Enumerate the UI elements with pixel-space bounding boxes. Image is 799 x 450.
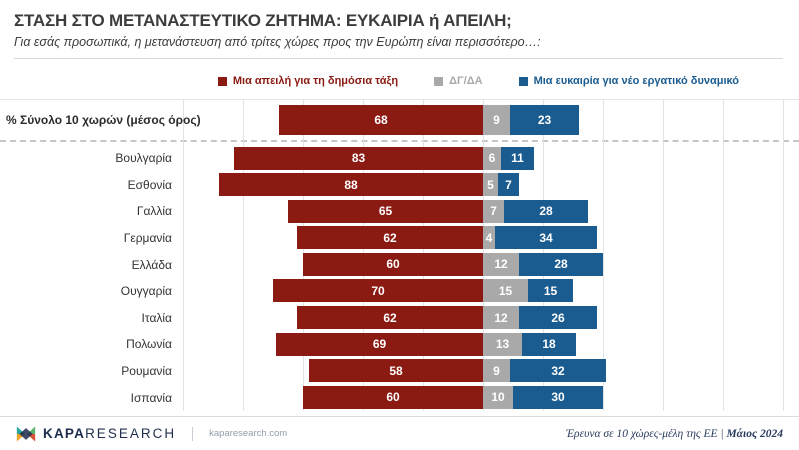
chart-legend: Μια απειλή για τη δημόσια τάξη ΔΓ/ΔΑ Μια… [0, 59, 799, 91]
legend-item-threat: Μια απειλή για τη δημόσια τάξη [217, 75, 399, 87]
segment-threat: 83 [234, 146, 483, 170]
segment-opportunity: 26 [519, 306, 597, 330]
row-plot: 62 4 34 [183, 226, 783, 250]
segment-threat: 70 [273, 279, 483, 303]
legend-swatch-opportunity [518, 76, 528, 86]
header-divider [14, 58, 783, 59]
segment-dontknow: 12 [483, 306, 519, 330]
total-plot: 68 9 23 [183, 105, 783, 135]
row-label: Βουλγαρία [115, 151, 172, 166]
dashed-separator [0, 140, 799, 142]
brand-website: kaparesearch.com [209, 428, 288, 439]
total-row-label: % Σύνολο 10 χωρών (μέσος όρος) [6, 113, 201, 127]
row-label: Ουγγαρία [120, 284, 172, 299]
legend-item-opportunity: Μια ευκαιρία για νέο εργατικό δυναμικό [518, 75, 739, 87]
country-row: Ουγγαρία 70 15 15 [0, 278, 799, 305]
segment-opportunity: 11 [501, 146, 534, 170]
segment-threat: 60 [303, 385, 483, 409]
segment-opportunity: 28 [519, 252, 603, 276]
country-row: Βουλγαρία 83 6 11 [0, 145, 799, 172]
segment-threat: 68 [279, 105, 483, 135]
segment-opportunity: 32 [510, 359, 606, 383]
row-plot: 69 13 18 [183, 332, 783, 356]
country-row: Ιταλία 62 12 26 [0, 305, 799, 332]
country-row: Ελλάδα 60 12 28 [0, 251, 799, 278]
segment-opportunity: 18 [522, 332, 576, 356]
country-row: Πολωνία 69 13 18 [0, 331, 799, 358]
country-row: Ρουμανία 58 9 32 [0, 358, 799, 385]
row-plot: 65 7 28 [183, 199, 783, 223]
segment-threat: 58 [309, 359, 483, 383]
brand: KAPARESEARCH kaparesearch.com [16, 424, 287, 444]
footer-note-date: Μάιος 2024 [726, 427, 783, 440]
segment-dontknow: 9 [483, 359, 510, 383]
row-plot: 62 12 26 [183, 306, 783, 330]
segment-opportunity: 15 [528, 279, 573, 303]
footer: KAPARESEARCH kaparesearch.com Έρευνα σε … [0, 416, 799, 450]
segment-opportunity: 34 [495, 226, 597, 250]
segment-threat: 62 [297, 306, 483, 330]
row-label: Ισπανία [130, 390, 172, 405]
legend-swatch-dontknow [434, 76, 444, 86]
row-plot: 60 12 28 [183, 252, 783, 276]
segment-dontknow: 4 [483, 226, 495, 250]
row-plot: 88 5 7 [183, 173, 783, 197]
segment-threat: 65 [288, 199, 483, 223]
segment-dontknow: 13 [483, 332, 522, 356]
row-label: Ιταλία [141, 310, 172, 325]
footer-note: Έρευνα σε 10 χώρες-μέλη της ΕΕ | Μάιος 2… [566, 428, 783, 440]
row-label: Πολωνία [126, 337, 172, 352]
segment-opportunity: 30 [513, 385, 603, 409]
row-label: Γερμανία [123, 231, 172, 246]
row-label: Ρουμανία [121, 364, 172, 379]
legend-item-dontknow: ΔΓ/ΔΑ [434, 75, 483, 87]
segment-dontknow: 5 [483, 173, 498, 197]
segment-threat: 60 [303, 252, 483, 276]
segment-threat: 88 [219, 173, 483, 197]
country-row: Ισπανία 60 10 30 [0, 384, 799, 411]
row-plot: 58 9 32 [183, 359, 783, 383]
segment-dontknow: 9 [483, 105, 510, 135]
kapa-logo-icon [16, 424, 36, 444]
brand-name: KAPARESEARCH [43, 426, 176, 441]
segment-dontknow: 15 [483, 279, 528, 303]
country-row: Εσθονία 88 5 7 [0, 172, 799, 199]
row-label: Εσθονία [127, 177, 172, 192]
legend-label-threat: Μια απειλή για τη δημόσια τάξη [232, 75, 399, 87]
brand-divider [192, 426, 194, 441]
row-plot: 60 10 30 [183, 385, 783, 409]
segment-dontknow: 6 [483, 146, 501, 170]
footer-note-separator: | [720, 427, 727, 440]
segment-dontknow: 12 [483, 252, 519, 276]
row-label: Γαλλία [136, 204, 172, 219]
legend-label-opportunity: Μια ευκαιρία για νέο εργατικό δυναμικό [533, 75, 739, 87]
footer-note-text: Έρευνα σε 10 χώρες-μέλη της ΕΕ [566, 427, 718, 440]
bar-chart: % Σύνολο 10 χωρών (μέσος όρος) 68 9 23 Βου… [0, 99, 799, 411]
segment-dontknow: 7 [483, 199, 504, 223]
segment-opportunity: 28 [504, 199, 588, 223]
legend-label-dontknow: ΔΓ/ΔΑ [449, 75, 483, 87]
segment-opportunity: 23 [510, 105, 579, 135]
country-row: Γερμανία 62 4 34 [0, 225, 799, 252]
segment-dontknow: 10 [483, 385, 513, 409]
brand-research: RESEARCH [85, 426, 177, 441]
segment-opportunity: 7 [498, 173, 519, 197]
page-subtitle: Για εσάς προσωπικά, η μετανάστευση από τ… [14, 35, 541, 49]
page-title: ΣΤΑΣΗ ΣΤΟ ΜΕΤΑΝΑΣΤΕΥΤΙΚΟ ΖΗΤΗΜΑ: ΕΥΚΑΙΡΙ… [14, 11, 512, 30]
header: ΣΤΑΣΗ ΣΤΟ ΜΕΤΑΝΑΣΤΕΥΤΙΚΟ ΖΗΤΗΜΑ: ΕΥΚΑΙΡΙ… [0, 0, 799, 59]
segment-threat: 62 [297, 226, 483, 250]
row-label: Ελλάδα [131, 257, 172, 272]
segment-threat: 69 [276, 332, 483, 356]
row-plot: 83 6 11 [183, 146, 783, 170]
brand-kapa: KAPA [43, 426, 86, 441]
total-row: % Σύνολο 10 χωρών (μέσος όρος) 68 9 23 [0, 100, 799, 140]
country-row: Γαλλία 65 7 28 [0, 198, 799, 225]
row-plot: 70 15 15 [183, 279, 783, 303]
country-rows: Βουλγαρία 83 6 11 Εσθονία 88 5 7 Γαλλία 65 7 2… [0, 145, 799, 411]
legend-swatch-threat [217, 76, 227, 86]
